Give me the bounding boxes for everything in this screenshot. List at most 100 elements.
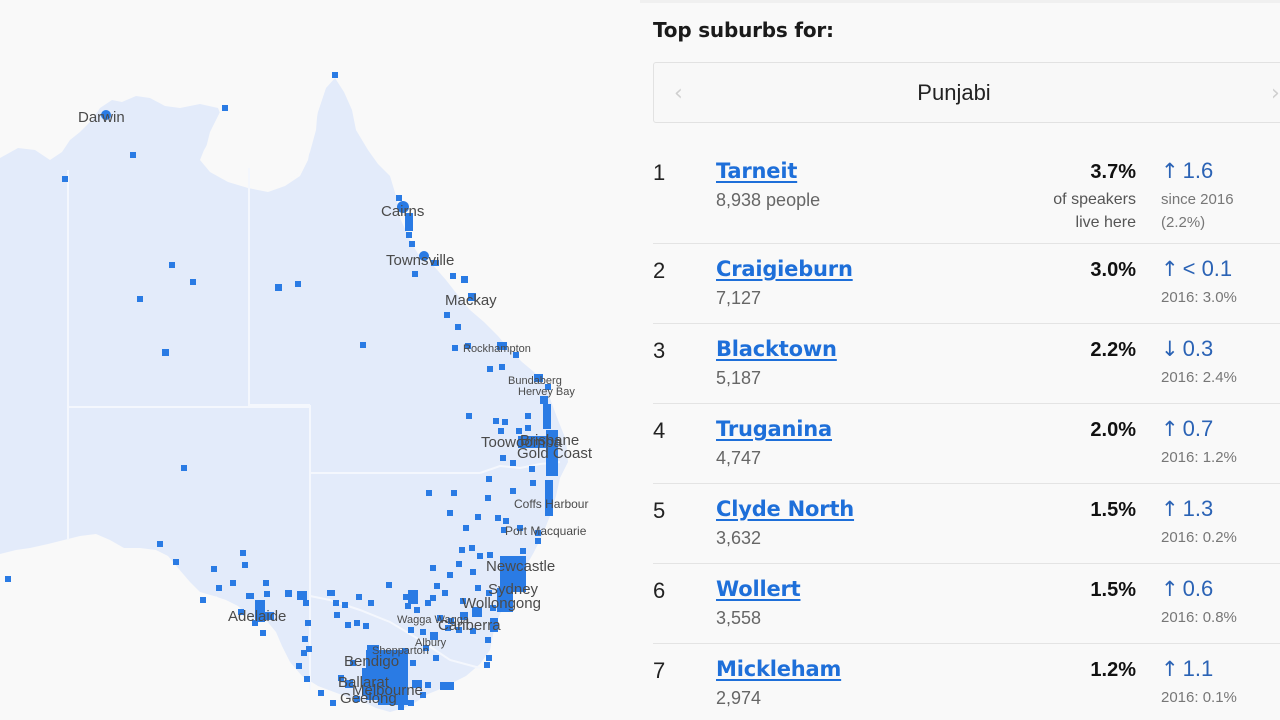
- change-value: ↑ 0.6: [1161, 576, 1213, 602]
- suburb-link[interactable]: Tarneit: [716, 159, 798, 183]
- australia-map[interactable]: Darwin Cairns Townsville Mackay Rockhamp…: [0, 0, 640, 720]
- map-label: Geelong: [340, 690, 397, 707]
- map-label: Rockhampton: [463, 343, 531, 355]
- map-label: Wagga Wagga: [397, 614, 470, 626]
- map-label: Adelaide: [228, 608, 286, 625]
- map-label: Ballarat: [338, 674, 390, 691]
- suburb-list: 1 Tarneit 8,938 people 3.7% of speakers …: [653, 146, 1280, 720]
- arrow-up-icon: ↑: [1161, 257, 1179, 281]
- change-value: ↓ 0.3: [1161, 336, 1213, 362]
- arrow-up-icon: ↑: [1161, 417, 1179, 441]
- map-label: Brisbane: [520, 432, 579, 449]
- note-line: of speakers: [1053, 191, 1136, 208]
- change-amount: 0.7: [1182, 416, 1214, 441]
- top-suburbs-panel: Top suburbs for: ‹ Punjabi › 1 Tarneit 8…: [653, 0, 1280, 720]
- arrow-up-icon: ↑: [1161, 497, 1179, 521]
- language-selector[interactable]: ‹ Punjabi ›: [653, 62, 1280, 123]
- speaker-count: 7,127: [716, 288, 762, 308]
- arrow-up-icon: ↑: [1161, 577, 1179, 601]
- change-note: since 2016 (2.2%): [1161, 188, 1234, 234]
- change-note: 2016: 3.0%: [1161, 289, 1237, 306]
- speaker-share: 1.5%: [1090, 499, 1136, 521]
- note-line: live here: [1075, 214, 1136, 231]
- map-label: Coffs Harbour: [514, 497, 588, 511]
- speaker-count: 5,187: [716, 368, 762, 388]
- speaker-density-dots: [5, 72, 558, 710]
- suburb-link[interactable]: Blacktown: [716, 337, 837, 361]
- suburb-link[interactable]: Wollert: [716, 577, 801, 601]
- suburb-link[interactable]: Clyde North: [716, 497, 855, 521]
- map-label: Mackay: [445, 292, 497, 309]
- change-amount: 1.3: [1182, 496, 1214, 521]
- map-label: Hervey Bay: [518, 386, 575, 398]
- map-label: Shepparton: [372, 645, 429, 657]
- map-canvas[interactable]: Darwin Cairns Townsville Mackay Rockhamp…: [0, 0, 640, 720]
- map-label: Melbourne: [352, 682, 423, 699]
- speaker-count: 2,974: [716, 688, 762, 708]
- speaker-share-note: of speakers live here: [1053, 188, 1136, 234]
- suburb-row: 6 Wollert 3,558 1.5% ↑ 0.6 2016: 0.8%: [653, 564, 1280, 644]
- chevron-left-icon[interactable]: ‹: [674, 81, 683, 106]
- speaker-share: 1.2%: [1090, 659, 1136, 681]
- suburb-row: 1 Tarneit 8,938 people 3.7% of speakers …: [653, 146, 1280, 244]
- speaker-count: 3,558: [716, 608, 762, 628]
- gulf-of-carpentaria: [206, 100, 318, 184]
- rank: 1: [653, 160, 666, 185]
- chevron-right-icon[interactable]: ›: [1271, 81, 1280, 106]
- speaker-share: 2.2%: [1090, 339, 1136, 361]
- map-label: Bendigo: [344, 653, 399, 670]
- speaker-count: 3,632: [716, 528, 762, 548]
- change-value: ↑ 0.7: [1161, 416, 1213, 442]
- map-label: Wollongong: [462, 595, 541, 612]
- suburb-link[interactable]: Mickleham: [716, 657, 842, 681]
- suburb-row: 5 Clyde North 3,632 1.5% ↑ 1.3 2016: 0.2%: [653, 484, 1280, 564]
- suburb-row: 4 Truganina 4,747 2.0% ↑ 0.7 2016: 1.2%: [653, 404, 1280, 484]
- change-amount: 1.6: [1182, 158, 1214, 183]
- suburb-row: 3 Blacktown 5,187 2.2% ↓ 0.3 2016: 2.4%: [653, 324, 1280, 404]
- map-label: Port Macquarie: [505, 524, 587, 538]
- suburb-row: 2 Craigieburn 7,127 3.0% ↑ < 0.1 2016: 3.…: [653, 244, 1280, 324]
- suburb-link[interactable]: Truganina: [716, 417, 832, 441]
- top-divider: [0, 0, 1280, 3]
- rank: 7: [653, 658, 666, 683]
- map-label: Canberra: [438, 617, 501, 634]
- change-note: 2016: 2.4%: [1161, 369, 1237, 386]
- map-label: Bundaberg: [508, 375, 562, 387]
- rank: 5: [653, 498, 666, 523]
- change-amount: 1.1: [1182, 656, 1214, 681]
- speaker-count: 4,747: [716, 448, 762, 468]
- arrow-up-icon: ↑: [1161, 159, 1179, 183]
- change-value: ↑ 1.6: [1161, 158, 1213, 184]
- map-label: Sydney: [488, 581, 539, 598]
- spencer-gulf: [210, 596, 250, 650]
- change-amount: 0.3: [1182, 336, 1214, 361]
- arrow-down-icon: ↓: [1161, 337, 1179, 361]
- change-note: 2016: 0.1%: [1161, 689, 1237, 706]
- arrow-up-icon: ↑: [1161, 657, 1179, 681]
- mainland-landmass: [0, 78, 568, 712]
- selected-language: Punjabi: [917, 80, 991, 105]
- map-labels: Darwin Cairns Townsville Mackay Rockhamp…: [78, 109, 593, 707]
- rank: 4: [653, 418, 666, 443]
- map-label: Newcastle: [486, 558, 555, 575]
- speaker-share: 3.0%: [1090, 259, 1136, 281]
- panel-title: Top suburbs for:: [653, 18, 834, 42]
- map-label: Darwin: [78, 109, 125, 126]
- change-note: 2016: 1.2%: [1161, 449, 1237, 466]
- change-note: 2016: 0.2%: [1161, 529, 1237, 546]
- map-label: Albury: [415, 637, 447, 649]
- rank: 6: [653, 578, 666, 603]
- rank: 2: [653, 258, 666, 283]
- map-label: Cairns: [381, 203, 424, 220]
- rank: 3: [653, 338, 666, 363]
- change-value: ↑ 1.3: [1161, 496, 1213, 522]
- map-label: Townsville: [386, 252, 454, 269]
- speaker-share: 3.7%: [1090, 161, 1136, 183]
- speaker-share: 1.5%: [1090, 579, 1136, 601]
- speaker-share: 2.0%: [1090, 419, 1136, 441]
- suburb-row: 7 Mickleham 2,974 1.2% ↑ 1.1 2016: 0.1%: [653, 644, 1280, 720]
- suburb-link[interactable]: Craigieburn: [716, 257, 853, 281]
- note-line: (2.2%): [1161, 214, 1206, 231]
- change-value: ↑ 1.1: [1161, 656, 1213, 682]
- change-note: 2016: 0.8%: [1161, 609, 1237, 626]
